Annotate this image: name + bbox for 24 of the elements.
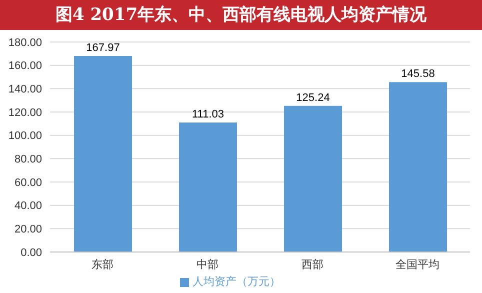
x-tick-label: 东部 (92, 258, 114, 271)
legend-label: 人均资产（万元） (192, 276, 280, 288)
y-tick-label: 160.00 (8, 60, 42, 72)
data-label: 167.97 (86, 42, 120, 54)
y-tick-label: 100.00 (8, 130, 42, 142)
y-tick-label: 120.00 (8, 106, 42, 119)
y-tick-label: 140.00 (8, 84, 42, 96)
chart-title: 图4 2017年东、中、西部有线电视人均资产情况 (0, 0, 482, 30)
y-tick-label: 180.00 (8, 36, 42, 49)
bar (284, 106, 342, 252)
bar (74, 56, 132, 252)
x-tick-label: 中部 (196, 258, 218, 271)
y-tick-label: 40.00 (14, 200, 42, 212)
x-tick-label: 全国平均 (396, 258, 440, 271)
bar (179, 122, 237, 252)
y-tick-label: 0.00 (20, 246, 42, 259)
data-label: 125.24 (296, 92, 330, 104)
y-tick-label: 60.00 (14, 176, 42, 189)
bar (389, 82, 447, 252)
data-label: 111.03 (192, 108, 224, 120)
y-tick-label: 80.00 (14, 154, 42, 166)
x-tick-label: 西部 (302, 258, 324, 271)
y-tick-label: 20.00 (14, 224, 42, 236)
data-label: 145.58 (401, 68, 435, 80)
